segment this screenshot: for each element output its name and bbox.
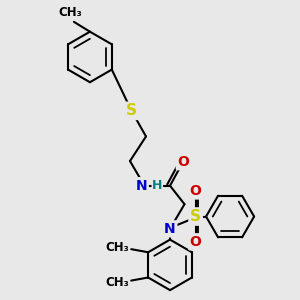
Text: O: O (190, 235, 202, 249)
Text: H: H (152, 179, 163, 192)
Text: S: S (190, 209, 201, 224)
Text: CH₃: CH₃ (58, 6, 82, 19)
Text: N: N (164, 222, 176, 236)
Text: N: N (136, 179, 147, 193)
Text: CH₃: CH₃ (105, 276, 129, 289)
Text: CH₃: CH₃ (105, 241, 129, 254)
Text: S: S (126, 103, 137, 118)
Text: O: O (190, 184, 202, 198)
Text: O: O (177, 155, 189, 169)
